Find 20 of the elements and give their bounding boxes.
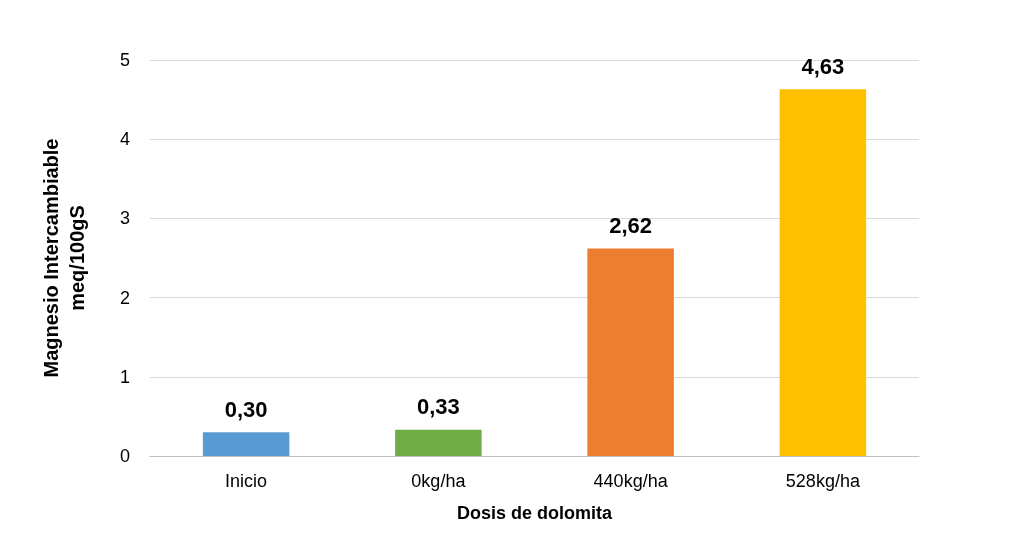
x-tick-label: 440kg/ha bbox=[593, 471, 669, 491]
x-tick-label: 0kg/ha bbox=[411, 471, 467, 491]
x-tick-label: Inicio bbox=[225, 471, 268, 491]
y-tick-label: 0 bbox=[119, 446, 130, 466]
x-tick-label: 528kg/ha bbox=[785, 471, 861, 491]
y-tick-label: 5 bbox=[119, 50, 130, 70]
bar bbox=[779, 89, 867, 456]
y-tick-label: 2 bbox=[119, 287, 130, 308]
data-label: 4,63 bbox=[801, 53, 845, 79]
bar bbox=[587, 248, 674, 456]
data-label: 2,62 bbox=[609, 213, 653, 238]
y-axis-title: Magnesio Intercambiable meq/100gS bbox=[40, 138, 88, 378]
data-label: 0,30 bbox=[224, 396, 268, 422]
bar bbox=[395, 429, 482, 456]
y-tick-label: 3 bbox=[119, 208, 130, 229]
y-tick-label: 1 bbox=[119, 366, 130, 387]
data-label: 0,33 bbox=[416, 394, 460, 420]
bar bbox=[202, 432, 290, 456]
x-axis-title: Dosis de dolomita bbox=[456, 503, 613, 523]
y-tick-label: 4 bbox=[119, 129, 130, 150]
